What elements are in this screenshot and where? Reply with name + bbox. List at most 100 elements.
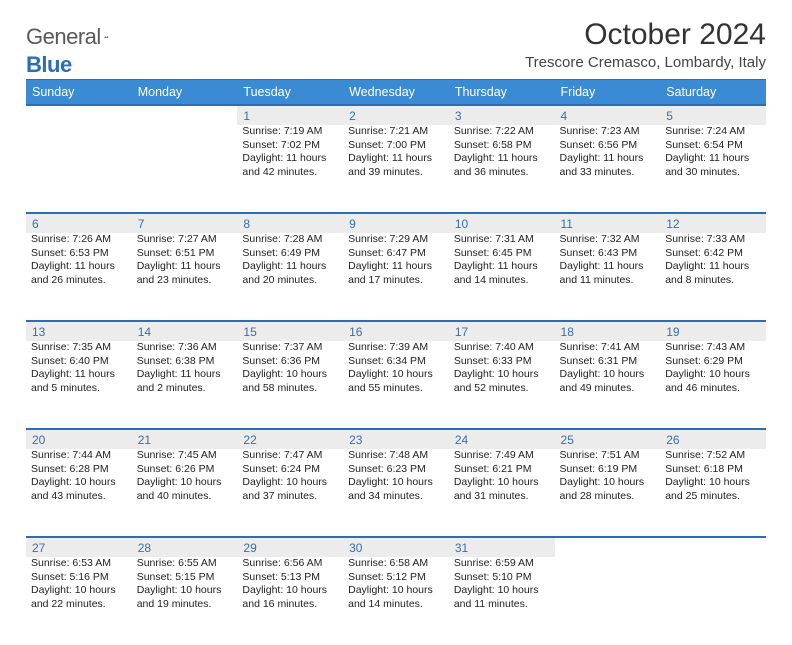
day-cell: Sunrise: 7:47 AMSunset: 6:24 PMDaylight:… (237, 449, 343, 537)
day-number-row: 6789101112 (26, 213, 766, 233)
sunrise-line: Sunrise: 7:43 AM (665, 341, 761, 355)
daylight-line: Daylight: 11 hours and 17 minutes. (348, 260, 444, 287)
day-number: 1 (237, 105, 343, 125)
sunrise-line: Sunrise: 7:45 AM (137, 449, 233, 463)
sunset-line: Sunset: 6:43 PM (560, 247, 656, 261)
sunrise-line: Sunrise: 7:37 AM (242, 341, 338, 355)
day-number-row: 20212223242526 (26, 429, 766, 449)
day-cell: Sunrise: 7:44 AMSunset: 6:28 PMDaylight:… (26, 449, 132, 537)
day-cell: Sunrise: 6:56 AMSunset: 5:13 PMDaylight:… (237, 557, 343, 645)
day-number-row: 2728293031 (26, 537, 766, 557)
logo-mark-icon (104, 28, 108, 46)
day-info-row: Sunrise: 7:26 AMSunset: 6:53 PMDaylight:… (26, 233, 766, 321)
day-number: 16 (343, 321, 449, 341)
sunrise-line: Sunrise: 7:29 AM (348, 233, 444, 247)
weekday-header: Monday (132, 80, 238, 106)
sunset-line: Sunset: 6:47 PM (348, 247, 444, 261)
sunrise-line: Sunrise: 6:59 AM (454, 557, 550, 571)
day-number-row: 13141516171819 (26, 321, 766, 341)
daylight-line: Daylight: 11 hours and 33 minutes. (560, 152, 656, 179)
daylight-line: Daylight: 10 hours and 49 minutes. (560, 368, 656, 395)
daylight-line: Daylight: 10 hours and 11 minutes. (454, 584, 550, 611)
sunset-line: Sunset: 6:21 PM (454, 463, 550, 477)
daylight-line: Daylight: 11 hours and 14 minutes. (454, 260, 550, 287)
sunset-line: Sunset: 7:02 PM (242, 139, 338, 153)
weekday-header: Sunday (26, 80, 132, 106)
daylight-line: Daylight: 11 hours and 42 minutes. (242, 152, 338, 179)
daylight-line: Daylight: 10 hours and 52 minutes. (454, 368, 550, 395)
sunrise-line: Sunrise: 7:39 AM (348, 341, 444, 355)
day-number: 18 (555, 321, 661, 341)
sunrise-line: Sunrise: 7:26 AM (31, 233, 127, 247)
empty-day-cell (132, 125, 238, 213)
sunrise-line: Sunrise: 7:19 AM (242, 125, 338, 139)
daylight-line: Daylight: 10 hours and 46 minutes. (665, 368, 761, 395)
day-cell: Sunrise: 7:24 AMSunset: 6:54 PMDaylight:… (660, 125, 766, 213)
sunrise-line: Sunrise: 7:31 AM (454, 233, 550, 247)
day-number: 13 (26, 321, 132, 341)
sunset-line: Sunset: 6:38 PM (137, 355, 233, 369)
sunrise-line: Sunrise: 6:56 AM (242, 557, 338, 571)
day-number: 22 (237, 429, 343, 449)
day-number: 3 (449, 105, 555, 125)
sunrise-line: Sunrise: 6:53 AM (31, 557, 127, 571)
daylight-line: Daylight: 10 hours and 19 minutes. (137, 584, 233, 611)
day-number: 28 (132, 537, 238, 557)
sunset-line: Sunset: 5:12 PM (348, 571, 444, 585)
daylight-line: Daylight: 11 hours and 5 minutes. (31, 368, 127, 395)
day-cell: Sunrise: 7:40 AMSunset: 6:33 PMDaylight:… (449, 341, 555, 429)
day-cell: Sunrise: 7:26 AMSunset: 6:53 PMDaylight:… (26, 233, 132, 321)
day-cell: Sunrise: 7:22 AMSunset: 6:58 PMDaylight:… (449, 125, 555, 213)
day-cell: Sunrise: 6:58 AMSunset: 5:12 PMDaylight:… (343, 557, 449, 645)
sunrise-line: Sunrise: 7:41 AM (560, 341, 656, 355)
sunrise-line: Sunrise: 7:24 AM (665, 125, 761, 139)
day-cell: Sunrise: 7:19 AMSunset: 7:02 PMDaylight:… (237, 125, 343, 213)
day-cell: Sunrise: 7:45 AMSunset: 6:26 PMDaylight:… (132, 449, 238, 537)
sunrise-line: Sunrise: 7:21 AM (348, 125, 444, 139)
day-number: 21 (132, 429, 238, 449)
sunset-line: Sunset: 6:58 PM (454, 139, 550, 153)
daylight-line: Daylight: 10 hours and 25 minutes. (665, 476, 761, 503)
day-cell: Sunrise: 7:39 AMSunset: 6:34 PMDaylight:… (343, 341, 449, 429)
day-number-row: 12345 (26, 105, 766, 125)
empty-day-number (26, 105, 132, 125)
sunset-line: Sunset: 6:42 PM (665, 247, 761, 261)
sunset-line: Sunset: 6:49 PM (242, 247, 338, 261)
title-block: October 2024 Trescore Cremasco, Lombardy… (525, 18, 766, 71)
sunrise-line: Sunrise: 7:47 AM (242, 449, 338, 463)
sunset-line: Sunset: 7:00 PM (348, 139, 444, 153)
daylight-line: Daylight: 11 hours and 20 minutes. (242, 260, 338, 287)
sunset-line: Sunset: 6:24 PM (242, 463, 338, 477)
sunrise-line: Sunrise: 7:40 AM (454, 341, 550, 355)
sunset-line: Sunset: 5:10 PM (454, 571, 550, 585)
day-number: 27 (26, 537, 132, 557)
day-cell: Sunrise: 6:59 AMSunset: 5:10 PMDaylight:… (449, 557, 555, 645)
daylight-line: Daylight: 11 hours and 39 minutes. (348, 152, 444, 179)
daylight-line: Daylight: 10 hours and 22 minutes. (31, 584, 127, 611)
daylight-line: Daylight: 11 hours and 2 minutes. (137, 368, 233, 395)
month-title: October 2024 (525, 18, 766, 52)
day-cell: Sunrise: 7:27 AMSunset: 6:51 PMDaylight:… (132, 233, 238, 321)
daylight-line: Daylight: 11 hours and 23 minutes. (137, 260, 233, 287)
sunset-line: Sunset: 5:15 PM (137, 571, 233, 585)
daylight-line: Daylight: 10 hours and 43 minutes. (31, 476, 127, 503)
day-cell: Sunrise: 7:31 AMSunset: 6:45 PMDaylight:… (449, 233, 555, 321)
sunrise-line: Sunrise: 7:28 AM (242, 233, 338, 247)
empty-day-number (555, 537, 661, 557)
sunset-line: Sunset: 6:40 PM (31, 355, 127, 369)
daylight-line: Daylight: 11 hours and 8 minutes. (665, 260, 761, 287)
empty-day-number (660, 537, 766, 557)
day-cell: Sunrise: 7:49 AMSunset: 6:21 PMDaylight:… (449, 449, 555, 537)
sunrise-line: Sunrise: 6:58 AM (348, 557, 444, 571)
calendar-page: General October 2024 Trescore Cremasco, … (0, 0, 792, 612)
day-cell: Sunrise: 7:32 AMSunset: 6:43 PMDaylight:… (555, 233, 661, 321)
day-number: 6 (26, 213, 132, 233)
day-cell: Sunrise: 7:43 AMSunset: 6:29 PMDaylight:… (660, 341, 766, 429)
day-cell: Sunrise: 6:53 AMSunset: 5:16 PMDaylight:… (26, 557, 132, 645)
day-cell: Sunrise: 7:41 AMSunset: 6:31 PMDaylight:… (555, 341, 661, 429)
sunset-line: Sunset: 6:36 PM (242, 355, 338, 369)
day-cell: Sunrise: 6:55 AMSunset: 5:15 PMDaylight:… (132, 557, 238, 645)
day-info-row: Sunrise: 7:35 AMSunset: 6:40 PMDaylight:… (26, 341, 766, 429)
sunset-line: Sunset: 6:33 PM (454, 355, 550, 369)
day-number: 26 (660, 429, 766, 449)
